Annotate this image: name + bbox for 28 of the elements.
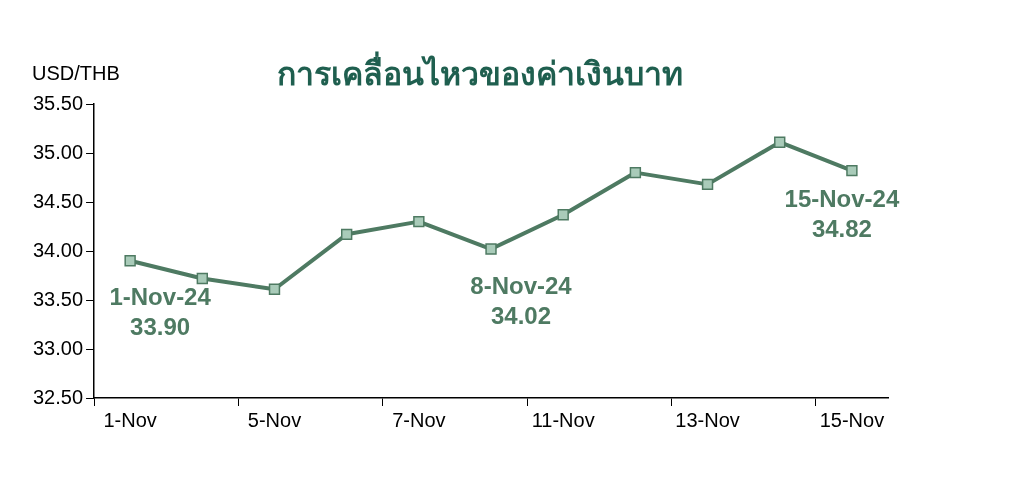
point (701, 178, 714, 191)
point (846, 164, 858, 177)
point (196, 272, 209, 285)
x-tick-label: 11-Nov (531, 408, 595, 431)
data-label: 1-Nov-24 33.90 (109, 283, 212, 341)
point (485, 243, 497, 255)
point (340, 228, 353, 241)
y-tick-label: 35.00 (32, 140, 84, 163)
y-tick-label: 33.00 (32, 336, 84, 359)
point (629, 166, 642, 179)
y-tick-label: 35.50 (32, 91, 84, 114)
x-tick-label: 15-Nov (819, 408, 885, 431)
y-tick-label: 34.00 (32, 238, 84, 261)
x-tick-label: 13-Nov (675, 408, 740, 431)
point (413, 215, 425, 228)
data-label: 15-Nov-24 34.82 (784, 185, 900, 243)
x-tick-label: 5-Nov (247, 408, 302, 431)
y-tick-label: 33.50 (32, 287, 84, 310)
point (774, 136, 786, 148)
x-tick-label: 7-Nov (392, 408, 446, 431)
x-tick-label: 1-Nov (103, 408, 157, 431)
point (557, 209, 569, 221)
y-axis-title: USD/THB (32, 62, 120, 85)
y-tick-label: 34.50 (32, 189, 84, 212)
y-tick-label: 32.50 (32, 385, 84, 408)
point (124, 255, 136, 267)
data-label: 8-Nov-24 34.02 (470, 271, 573, 329)
point (268, 283, 281, 295)
